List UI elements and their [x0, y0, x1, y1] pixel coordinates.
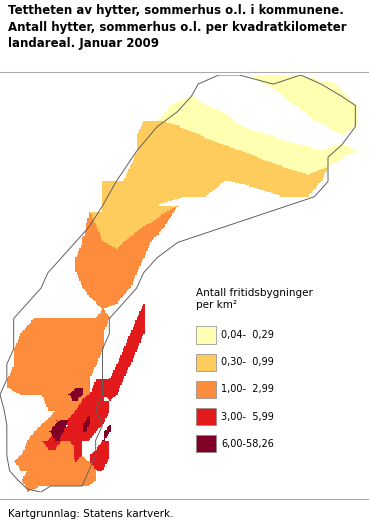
FancyBboxPatch shape — [196, 408, 216, 426]
Text: Kartgrunnlag: Statens kartverk.: Kartgrunnlag: Statens kartverk. — [8, 510, 174, 520]
FancyBboxPatch shape — [196, 354, 216, 371]
FancyBboxPatch shape — [196, 326, 216, 344]
Text: 0,04-  0,29: 0,04- 0,29 — [221, 330, 274, 340]
Text: 1,00-  2,99: 1,00- 2,99 — [221, 384, 274, 394]
FancyBboxPatch shape — [196, 435, 216, 452]
FancyBboxPatch shape — [196, 381, 216, 398]
Text: 0,30-  0,99: 0,30- 0,99 — [221, 357, 274, 367]
Text: Antall fritidsbygninger
per km²: Antall fritidsbygninger per km² — [196, 288, 313, 310]
Text: 6,00-58,26: 6,00-58,26 — [221, 439, 274, 449]
Text: 3,00-  5,99: 3,00- 5,99 — [221, 412, 274, 421]
Text: Tettheten av hytter, sommerhus o.l. i kommunene.
Antall hytter, sommerhus o.l. p: Tettheten av hytter, sommerhus o.l. i ko… — [8, 5, 347, 51]
